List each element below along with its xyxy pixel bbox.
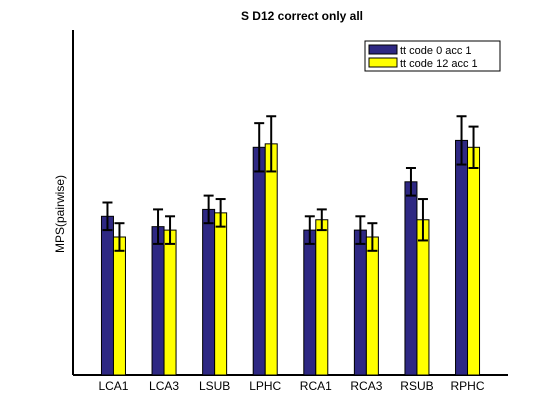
bar-2	[214, 212, 228, 376]
x-tick-label: RSUB	[400, 379, 433, 393]
bar-1	[151, 226, 165, 376]
legend-swatch	[368, 44, 398, 55]
bar-1	[202, 208, 216, 376]
bar-1	[303, 229, 317, 376]
bar-2	[264, 143, 278, 376]
x-tick-label: RCA1	[300, 379, 332, 393]
x-tick-label: LSUB	[199, 379, 230, 393]
legend-label: tt code 0 acc 1	[400, 45, 472, 57]
bar-2	[467, 146, 481, 376]
bar-1	[353, 229, 367, 376]
y-axis-label: MPS(pairwise)	[53, 175, 67, 253]
bar-2	[112, 236, 126, 376]
legend: tt code 0 acc 1tt code 12 acc 1	[364, 40, 501, 72]
x-tick-label: LCA3	[149, 379, 179, 393]
bar-2	[163, 229, 177, 376]
chart-title: S D12 correct only all	[241, 9, 363, 23]
legend-swatch	[368, 57, 398, 68]
x-tick-label: LPHC	[249, 379, 281, 393]
legend-label: tt code 12 acc 1	[400, 58, 478, 70]
x-tick-label: RPHC	[451, 379, 485, 393]
bar-1	[252, 146, 266, 376]
bar-2	[416, 219, 430, 376]
x-tick-label: RCA3	[350, 379, 382, 393]
bar-2	[365, 236, 379, 376]
bar-1	[100, 215, 114, 376]
bar-1	[404, 181, 418, 376]
bar-2	[315, 219, 329, 376]
bar-1	[455, 139, 469, 376]
x-tick-label: LCA1	[98, 379, 128, 393]
plot-area: LCA1 LCA3 LSUB LPHC RCA1 RCA3 RSUB RPHC	[72, 30, 508, 393]
